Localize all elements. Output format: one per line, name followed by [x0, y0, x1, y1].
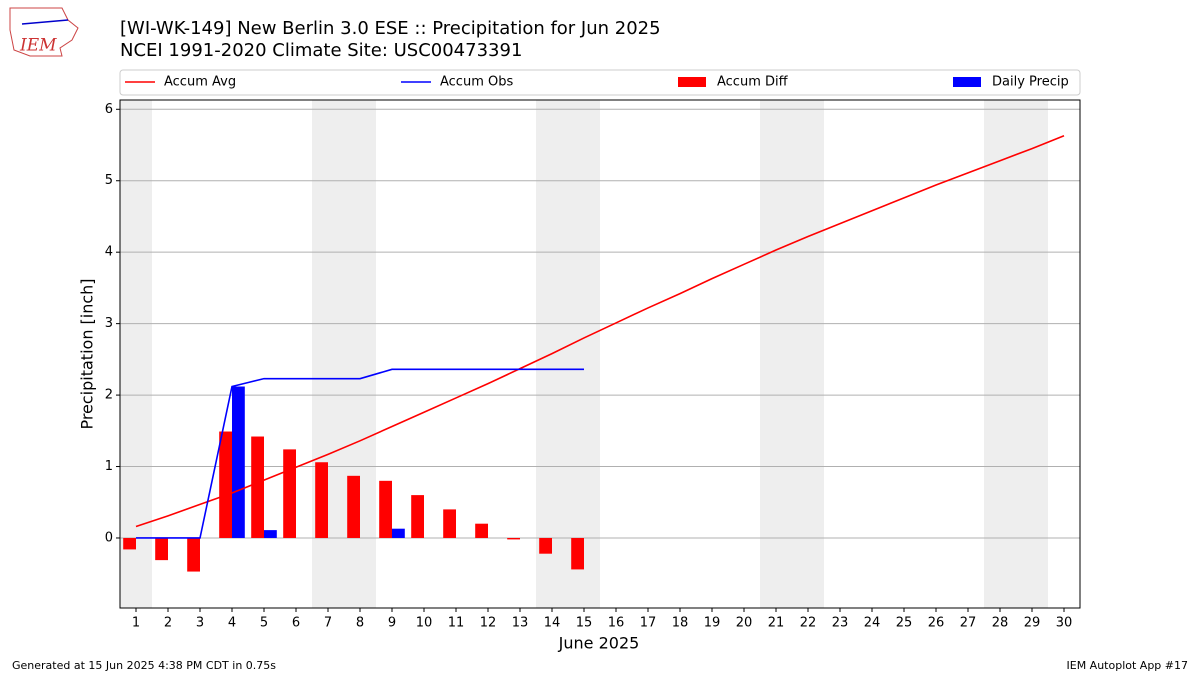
bar — [392, 528, 405, 538]
logo: IEM — [9, 7, 79, 57]
bar — [571, 537, 584, 570]
x-tick-label: 4 — [228, 616, 236, 631]
bar — [539, 537, 552, 554]
bar — [315, 462, 328, 538]
x-tick-label: 16 — [608, 616, 625, 631]
legend-box — [119, 69, 1081, 96]
x-tick-label: 26 — [928, 616, 945, 631]
x-axis-label: June 2025 — [558, 634, 640, 653]
weekend-shade — [984, 100, 1048, 608]
legend-label: Accum Diff — [717, 75, 789, 90]
legend-label: Accum Avg — [164, 75, 236, 90]
y-tick-label: 1 — [105, 459, 113, 474]
weekend-shade — [760, 100, 824, 608]
x-tick-label: 7 — [324, 616, 332, 631]
x-tick-label: 25 — [896, 616, 913, 631]
y-tick-label: 6 — [105, 102, 113, 117]
bar — [347, 475, 360, 538]
x-tick-label: 5 — [260, 616, 268, 631]
bar — [155, 537, 168, 561]
logo-line — [21, 19, 69, 25]
logo-text: IEM — [19, 36, 57, 56]
x-tick-label: 15 — [576, 616, 593, 631]
bar — [264, 530, 277, 538]
bar — [379, 480, 392, 538]
bar — [251, 436, 264, 538]
legend-label: Daily Precip — [992, 75, 1069, 90]
x-tick-label: 17 — [640, 616, 657, 631]
legend-label: Accum Obs — [440, 75, 513, 90]
y-tick-label: 2 — [105, 388, 113, 403]
x-tick-label: 29 — [1024, 616, 1041, 631]
x-tick-label: 8 — [356, 616, 364, 631]
footer-left: Generated at 15 Jun 2025 4:38 PM CDT in … — [12, 659, 276, 672]
x-tick-label: 6 — [292, 616, 300, 631]
x-tick-label: 2 — [164, 616, 172, 631]
x-tick-label: 20 — [736, 616, 753, 631]
x-tick-label: 21 — [768, 616, 785, 631]
chart-subtitle: NCEI 1991-2020 Climate Site: USC00473391 — [120, 40, 522, 61]
bar — [475, 523, 488, 538]
line — [135, 134, 1065, 528]
x-tick-label: 24 — [864, 616, 881, 631]
x-tick-label: 22 — [800, 616, 817, 631]
x-tick-label: 28 — [992, 616, 1009, 631]
x-tick-label: 18 — [672, 616, 689, 631]
y-tick-label: 3 — [105, 316, 113, 331]
x-tick-label: 11 — [448, 616, 465, 631]
bar — [443, 509, 456, 538]
y-tick-label: 5 — [105, 173, 113, 188]
x-tick-label: 1 — [132, 616, 140, 631]
x-tick-label: 9 — [388, 616, 396, 631]
x-tick-label: 13 — [512, 616, 529, 631]
weekend-shade — [536, 100, 600, 608]
bar — [187, 537, 200, 572]
bar — [219, 431, 232, 538]
y-tick-label: 4 — [105, 245, 113, 260]
bar — [283, 449, 296, 538]
weekend-shade — [120, 100, 152, 608]
line — [136, 368, 584, 539]
x-tick-label: 23 — [832, 616, 849, 631]
bar — [411, 495, 424, 538]
legend-swatch — [953, 77, 981, 87]
x-tick-label: 3 — [196, 616, 204, 631]
chart-title: [WI-WK-149] New Berlin 3.0 ESE :: Precip… — [120, 18, 661, 39]
x-tick-label: 10 — [416, 616, 433, 631]
bar — [232, 386, 245, 538]
y-tick-label: 0 — [105, 530, 113, 545]
bar — [123, 537, 136, 550]
x-tick-label: 14 — [544, 616, 561, 631]
bar — [507, 537, 520, 540]
x-tick-label: 27 — [960, 616, 977, 631]
legend-swatch — [678, 77, 706, 87]
plot-frame — [119, 99, 1081, 609]
footer-right: IEM Autoplot App #17 — [1067, 659, 1189, 672]
x-tick-label: 12 — [480, 616, 497, 631]
x-tick-label: 30 — [1056, 616, 1073, 631]
x-tick-label: 19 — [704, 616, 721, 631]
y-axis-label: Precipitation [inch] — [78, 278, 97, 429]
